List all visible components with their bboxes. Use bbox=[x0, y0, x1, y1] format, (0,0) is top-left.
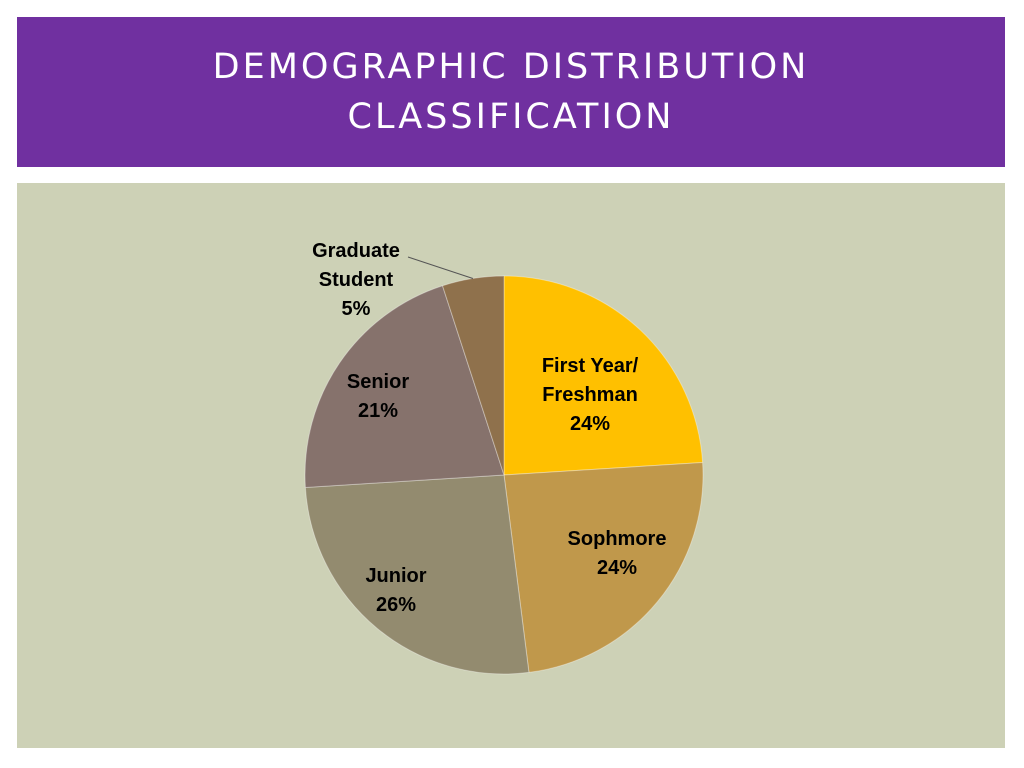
pie-slices bbox=[304, 275, 704, 675]
slide-title-line-2: CLASSIFICATION bbox=[347, 97, 675, 137]
slice-label-3: Senior 21% bbox=[347, 371, 409, 422]
slice-label-0: First Year/Freshman 24% bbox=[542, 355, 639, 435]
slice-label-1: Sophmore 24% bbox=[568, 528, 667, 579]
pie-slice-3 bbox=[304, 285, 505, 489]
slice-label-2: Junior 26% bbox=[365, 565, 426, 616]
title-bar: DEMOGRAPHIC DISTRIBUTION CLASSIFICATION bbox=[17, 17, 1005, 167]
slice-label-4: Graduate Student 5% bbox=[312, 240, 400, 320]
slide-title-line-1: DEMOGRAPHIC DISTRIBUTION bbox=[212, 47, 810, 87]
graduate-leader-line bbox=[407, 256, 474, 279]
pie-slice-1 bbox=[503, 461, 704, 673]
pie-slice-2 bbox=[304, 474, 530, 675]
pie-slice-0 bbox=[503, 275, 704, 476]
